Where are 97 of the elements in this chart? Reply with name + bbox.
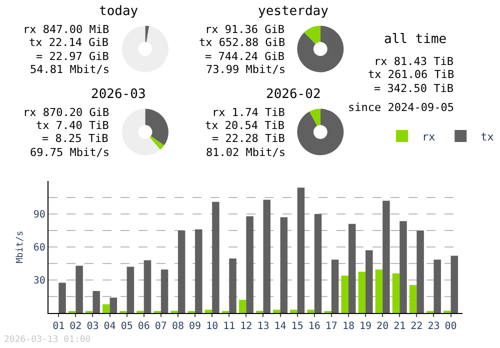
y-tick-label: 90 [33, 210, 46, 220]
text: tx 20.54 TiB [205, 119, 285, 132]
x-tick-label: 09 [189, 321, 202, 332]
bar [409, 284, 417, 313]
x-tick-label: 22 [410, 321, 423, 332]
x-tick-label: 17 [325, 321, 338, 332]
text: = 8.25 TiB [42, 132, 109, 145]
bar [366, 250, 373, 313]
text: rx 870.20 GiB [23, 106, 110, 119]
bar [58, 282, 66, 313]
text: rx 81.43 TiB [374, 55, 454, 68]
text: = 744.24 GiB [205, 50, 285, 63]
bar [102, 304, 110, 313]
text: tx 652.88 GiB [199, 36, 286, 49]
bar [204, 310, 212, 313]
bar [126, 266, 134, 313]
text: tx 7.40 TiB [36, 119, 110, 132]
bar [375, 270, 383, 313]
legend-label: rx [422, 130, 436, 144]
x-tick-label: 08 [172, 321, 184, 332]
bar [314, 214, 322, 313]
y-tick-label: 30 [33, 276, 46, 286]
bar [76, 266, 83, 313]
x-tick-label: 07 [154, 321, 167, 332]
text: = 22.97 GiB [36, 50, 110, 63]
bar [238, 300, 246, 313]
text: tx 261.06 TiB [368, 68, 454, 81]
donut-slice [297, 108, 344, 156]
text: rx 847.00 MiB [23, 23, 110, 36]
bar [178, 230, 186, 313]
donut-slice [309, 108, 320, 126]
x-tick-label: 00 [444, 321, 457, 332]
bar [246, 216, 254, 313]
bar [195, 229, 202, 313]
x-tick-label: 06 [138, 321, 150, 332]
x-tick-label: 05 [120, 321, 133, 332]
x-tick-label: 16 [308, 321, 320, 332]
y-tick-label: 60 [33, 242, 46, 254]
x-tick-label: 15 [291, 321, 304, 332]
bar [290, 310, 298, 313]
x-tick-label: 04 [104, 321, 116, 332]
bar [212, 202, 220, 313]
chart-title: 2026-03 [91, 87, 146, 102]
bar [229, 258, 236, 313]
bar [382, 200, 390, 313]
bar [358, 272, 366, 313]
bar [416, 230, 424, 313]
bar [450, 256, 458, 313]
legend-label: tx [480, 130, 494, 144]
bar [144, 260, 152, 313]
x-tick-label: 10 [206, 321, 218, 332]
bar [348, 224, 356, 313]
x-tick-label: 23 [428, 321, 440, 332]
bar [400, 221, 407, 313]
x-tick-label: 01 [52, 321, 65, 332]
text: 54.81 Mbit/s [30, 63, 110, 76]
donut-slice [297, 26, 344, 72]
chart-title: today [99, 4, 138, 19]
text: = 22.28 TiB [212, 132, 286, 145]
bar [307, 310, 314, 313]
x-tick-label: 21 [394, 321, 406, 332]
donut-slice [150, 136, 164, 150]
bar [263, 200, 270, 313]
text: rx 91.36 GiB [205, 23, 285, 36]
bar [297, 188, 305, 313]
x-tick-label: 18 [342, 321, 354, 332]
bar [110, 298, 118, 313]
bar [331, 260, 339, 313]
bar [280, 217, 288, 313]
x-tick-label: 12 [240, 321, 252, 332]
x-tick-label: 02 [70, 321, 82, 332]
bar [273, 310, 280, 313]
text: all time [384, 32, 447, 47]
text: rx 1.74 TiB [212, 106, 286, 119]
x-tick-label: 03 [86, 321, 99, 332]
x-tick-label: 19 [359, 321, 372, 332]
text: = 342.50 TiB [374, 82, 454, 95]
bar [341, 276, 348, 313]
text: since 2024-09-05 [348, 101, 454, 114]
text: 69.75 Mbit/s [30, 146, 110, 159]
text: tx 22.14 GiB [29, 36, 109, 49]
bar [160, 270, 168, 313]
chart-title: yesterday [258, 4, 329, 19]
bar [392, 273, 400, 313]
text: 73.99 Mbit/s [206, 63, 286, 76]
x-tick-label: 14 [274, 321, 286, 332]
bar [92, 291, 100, 313]
text: 81.02 Mbit/s [206, 146, 286, 159]
donut-slice [145, 108, 168, 146]
bar [434, 260, 441, 313]
donut-slice [122, 108, 160, 156]
x-tick-label: 20 [376, 321, 389, 332]
donut-slice [304, 26, 320, 44]
x-tick-label: 11 [223, 321, 236, 332]
chart-title: 2026-02 [266, 87, 321, 102]
x-tick-label: 13 [257, 321, 270, 332]
y-axis-title: Mbit/s [16, 230, 26, 264]
